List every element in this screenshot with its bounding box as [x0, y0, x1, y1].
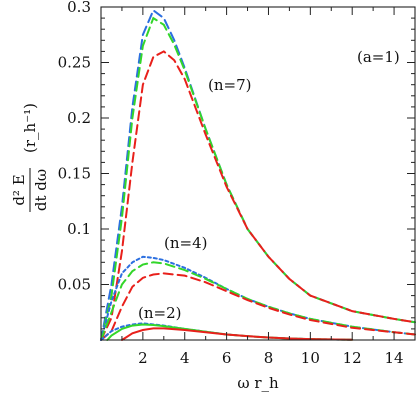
x-tick-label: 2: [138, 349, 148, 367]
series-line-n2-red: [120, 327, 354, 341]
curves-group: [100, 8, 416, 341]
y-axis-units: (r_h⁻¹): [21, 103, 39, 153]
x-tick-label: 14: [385, 349, 404, 367]
x-tick-label: 6: [222, 349, 232, 367]
y-tick-label: 0.2: [67, 109, 91, 127]
series-line-n4-green: [100, 261, 416, 341]
x-tick-label: 8: [264, 349, 274, 367]
series-line-n2-green: [106, 323, 354, 341]
y-axis-title: d² E dt dω (r_h⁻¹): [10, 103, 50, 212]
series-line-n4-red: [100, 272, 416, 341]
y-tick-label: 0.25: [58, 54, 91, 72]
series-line-n7-green: [100, 16, 416, 341]
annotation-n4: (n=4): [164, 234, 207, 252]
y-tick-label: 0.3: [67, 0, 91, 16]
y-axis-numerator: d² E: [10, 174, 28, 205]
annotation-n7: (n=7): [208, 76, 251, 94]
y-axis-denominator: dt dω: [32, 169, 50, 211]
series-line-n7-red: [100, 50, 416, 341]
annotation-a1: (a=1): [357, 48, 400, 66]
x-tick-label: 12: [343, 349, 362, 367]
y-tick-label: 0.1: [67, 220, 91, 238]
y-tick-label: 0.05: [58, 276, 91, 294]
x-axis-title: ω r_h: [237, 374, 279, 392]
y-tick-label: 0.15: [58, 165, 91, 183]
series-line-n4-blue: [100, 255, 416, 341]
annotation-n2: (n=2): [138, 304, 181, 322]
x-tick-label: 4: [180, 349, 190, 367]
x-tick-label: 10: [301, 349, 320, 367]
ticks-group: 2 4 6 8 10 12 14 0.05 0.1 0.15 0.2 0.25 0.3: [58, 0, 416, 367]
